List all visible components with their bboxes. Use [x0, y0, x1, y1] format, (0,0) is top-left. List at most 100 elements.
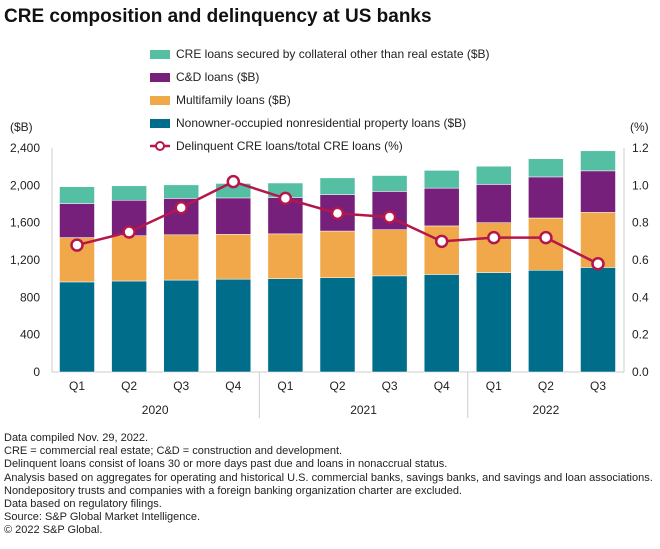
left-tick-label: 400 [20, 328, 40, 342]
left-tick-label: 800 [20, 290, 40, 304]
x-tick-label: Q1 [69, 379, 85, 393]
bar-segment [580, 267, 616, 373]
right-tick-label: 0.8 [632, 216, 649, 230]
delinquency-point [487, 230, 501, 245]
right-tick-label: 0.6 [632, 253, 649, 267]
bar-segment [423, 187, 460, 227]
x-tick-label: Q1 [277, 379, 293, 393]
left-tick-label: 2,000 [10, 178, 40, 192]
delinquency-point [382, 210, 397, 224]
bar-segment [111, 185, 147, 201]
bar-segment [163, 234, 199, 281]
bar-segment [163, 184, 199, 199]
legend-label: C&D loans ($B) [176, 70, 260, 84]
right-tick-label: 1.2 [632, 141, 649, 155]
left-tick-label: 1,200 [10, 253, 40, 267]
bar-segment [423, 170, 460, 189]
note: Analysis based on aggregates for operati… [4, 471, 653, 497]
bar-segment [59, 281, 95, 373]
legend-label: Nonowner-occupied nonresidential propert… [176, 116, 467, 130]
footnotes: Data compiled Nov. 29, 2022. CRE = comme… [4, 432, 660, 538]
bar-segment [528, 176, 564, 219]
legend-item: C&D loans ($B) [150, 70, 259, 84]
delinquency-point [122, 225, 136, 239]
bar-segment [59, 203, 95, 238]
legend-swatch [150, 72, 170, 82]
bar-segment [580, 150, 616, 172]
bar-segment [319, 277, 356, 373]
bar-segment [423, 274, 460, 373]
legend-swatch [150, 140, 170, 152]
bar-segment [528, 270, 564, 373]
left-axis-unit: ($B) [10, 120, 33, 134]
x-tick-label: Q4 [225, 379, 241, 393]
note: Data compiled Nov. 29, 2022. [4, 432, 149, 444]
bar-segment [476, 272, 512, 373]
x-tick-label: Q3 [173, 379, 189, 393]
year-label: 2020 [142, 403, 169, 417]
legend-item: Delinquent CRE loans/total CRE loans (%) [150, 139, 403, 153]
bar-segment [215, 278, 252, 373]
legend-label: Multifamily loans ($B) [176, 93, 291, 107]
x-tick-label: Q2 [121, 379, 137, 393]
right-tick-label: 0.2 [632, 328, 649, 342]
bar-segment [528, 158, 564, 178]
bar-segment [59, 186, 95, 204]
legend-item: CRE loans secured by collateral other th… [150, 47, 490, 61]
bar-segment [319, 177, 356, 195]
right-axis-unit: (%) [630, 120, 649, 134]
bar-segment [215, 234, 252, 280]
note: Source: S&P Global Market Intelligence. [4, 511, 201, 524]
left-tick-label: 2,400 [10, 141, 40, 155]
bar-segment [111, 235, 147, 282]
bar-segment [163, 279, 199, 373]
bar-segment [371, 229, 408, 277]
right-tick-label: 0.0 [632, 365, 649, 379]
right-tick-label: 1.0 [632, 178, 649, 192]
year-label: 2022 [533, 403, 560, 417]
bar-segment [215, 197, 252, 235]
bar-segment [476, 222, 512, 273]
legend-item: Multifamily loans ($B) [150, 93, 291, 107]
right-tick-label: 0.4 [632, 290, 649, 304]
note: Delinquent loans consist of loans 30 or … [4, 458, 448, 471]
delinquency-point [539, 230, 553, 245]
legend-swatch [150, 95, 170, 105]
left-tick-label: 1,600 [10, 216, 40, 230]
bar-segment [267, 278, 304, 373]
bar-segment [371, 175, 408, 192]
legend-swatch [150, 118, 170, 128]
delinquency-point [434, 234, 449, 249]
chart-title: CRE composition and delinquency at US ba… [4, 6, 432, 27]
delinquency-point [330, 206, 345, 221]
delinquency-point [278, 191, 293, 206]
delinquency-point [591, 256, 605, 271]
bar-segment [371, 275, 408, 373]
x-tick-label: Q4 [434, 379, 450, 393]
x-tick-label: Q1 [486, 379, 502, 393]
bar-segment [111, 280, 147, 373]
bar-segment [476, 184, 512, 223]
x-tick-label: Q3 [590, 379, 606, 393]
x-tick-label: Q3 [382, 379, 398, 393]
x-tick-label: Q2 [329, 379, 345, 393]
x-tick-label: Q2 [538, 379, 554, 393]
plot-area: 0 400 800 1,200 1,600 2,000 2,400 0.0 0.2 0.4 0.6 0… [10, 141, 649, 418]
note: CRE = commercial real estate; C&D = cons… [4, 445, 343, 458]
bar-segment [423, 225, 460, 275]
legend-swatch [150, 49, 170, 59]
legend-label: CRE loans secured by collateral other th… [176, 47, 490, 61]
bar-segment [267, 233, 304, 279]
year-label: 2021 [350, 403, 377, 417]
delinquency-point [226, 174, 241, 189]
bar-segment [580, 170, 616, 213]
bar-segment [319, 230, 356, 278]
bar-segment [476, 165, 512, 185]
legend-item: Nonowner-occupied nonresidential propert… [150, 116, 466, 130]
note: © 2022 S&P Global. [4, 524, 103, 537]
delinquency-point [174, 200, 188, 215]
note: Data based on regulatory filings. [4, 498, 162, 511]
legend-label: Delinquent CRE loans/total CRE loans (%) [176, 139, 403, 153]
left-tick-label: 0 [33, 365, 40, 379]
